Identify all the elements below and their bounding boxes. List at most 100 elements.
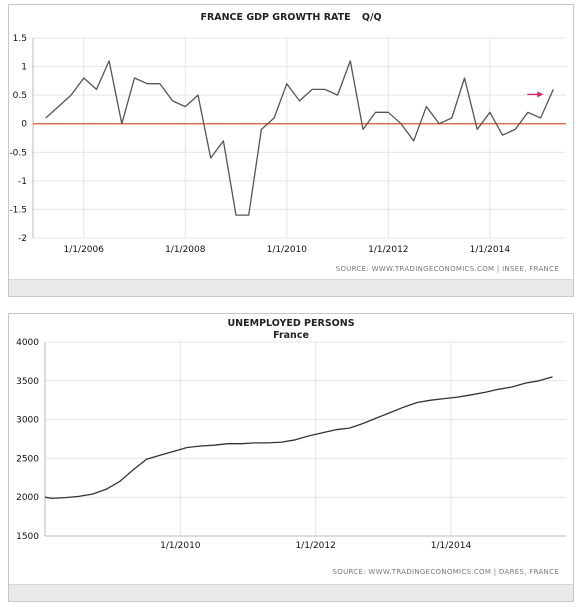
y-tick-label: 4000 [16,338,39,348]
data-point [159,83,161,85]
data-point [70,94,72,96]
data-point [497,388,499,390]
x-tick-label: 1/1/2010 [267,245,308,255]
y-tick-label: 3000 [16,416,39,426]
data-point [286,83,288,85]
data-point [240,443,242,445]
x-tick-label: 1/1/2012 [295,541,335,551]
data-point [273,117,275,119]
data-point [134,77,136,79]
data-point [308,435,310,437]
data-point [451,117,453,119]
gdp-chart-source: SOURCE: WWW.TRADINGECONOMICS.COM | INSEE… [336,265,559,273]
data-point [248,214,250,216]
data-point [45,117,47,119]
data-point [78,495,80,497]
data-point [172,100,174,102]
data-point [210,157,212,159]
data-point [484,391,486,393]
data-point [349,60,351,62]
data-point [222,140,224,142]
data-point [438,123,440,125]
y-tick-label: 3500 [16,377,39,387]
data-point [51,497,53,499]
data-point [400,123,402,125]
data-point [463,77,465,79]
y-tick-label: -2 [18,234,27,244]
y-tick-label: 2500 [16,454,39,464]
data-point [443,398,445,400]
data-point [105,488,107,490]
y-tick-label: -1.5 [9,205,27,215]
y-tick-label: 0.5 [13,91,27,101]
data-point [145,458,147,460]
arrow-head [537,91,544,98]
y-tick-label: 1.5 [13,34,27,44]
data-point [200,445,202,447]
y-tick-label: -1 [18,177,27,187]
data-point [514,128,516,130]
data-point [511,386,513,388]
data-point [362,422,364,424]
gdp-chart-title: FRANCE GDP GROWTH RATE Q/Q [200,12,381,23]
data-point [335,429,337,431]
x-tick-label: 1/1/2014 [431,541,472,551]
data-point [146,83,148,85]
data-point [57,106,59,108]
data-point [387,111,389,113]
data-point [389,412,391,414]
data-point [197,94,199,96]
data-point [121,123,123,125]
y-tick-label: 2000 [16,493,39,503]
data-point [470,394,472,396]
unemployed-chart-title: UNEMPLOYED PERSONS [227,318,354,329]
data-point [457,396,459,398]
data-point [213,444,215,446]
data-point [260,128,262,130]
x-tick-label: 1/1/2008 [165,245,206,255]
data-point [362,128,364,130]
data-point [108,60,110,62]
data-point [403,406,405,408]
y-tick-label: 1 [21,63,27,73]
data-point [425,106,427,108]
unemployed-chart-footer-bar [9,584,573,601]
data-point [64,497,66,499]
data-point [321,432,323,434]
data-point [540,117,542,119]
data-point [91,493,93,495]
data-point [416,402,418,404]
data-point [281,441,283,443]
data-point [430,399,432,401]
y-tick-label: 1500 [16,532,39,542]
data-point [83,77,85,79]
x-tick-label: 1/1/2012 [368,245,408,255]
data-point [476,128,478,130]
y-tick-label: -0.5 [9,148,27,158]
data-point [227,443,229,445]
unemployed-chart-subtitle: France [273,330,309,341]
data-point [235,214,237,216]
data-point [324,88,326,90]
data-point [348,427,350,429]
series-line [44,376,553,500]
data-point [184,106,186,108]
data-point [551,376,553,378]
data-point [502,134,504,136]
data-point [552,88,554,90]
data-point [118,481,120,483]
data-point [413,140,415,142]
x-tick-label: 1/1/2010 [160,541,201,551]
data-point [186,447,188,449]
data-point [337,94,339,96]
data-point [524,382,526,384]
data-point [267,442,269,444]
data-point [173,450,175,452]
series-line [45,60,554,216]
data-point [527,111,529,113]
unemployed-chart-svg: UNEMPLOYED PERSONS France SOURCE: WWW.TR… [16,318,566,576]
data-point [132,469,134,471]
gdp-chart-footer-bar [9,279,573,296]
data-point [299,100,301,102]
gdp-chart-panel: FRANCE GDP GROWTH RATE Q/Q SOURCE: WWW.T… [8,4,574,297]
